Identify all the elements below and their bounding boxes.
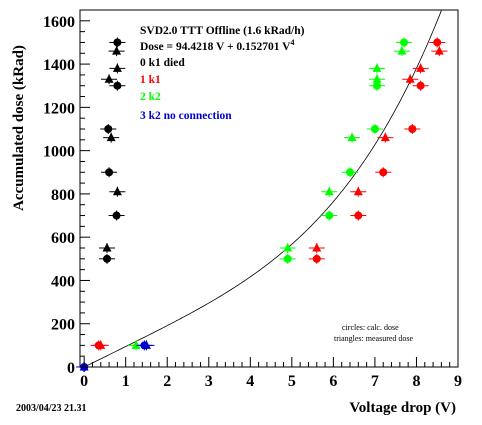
y-tick-label: 1200 <box>43 100 75 117</box>
series-2-circle-point <box>346 168 354 177</box>
x-tick-label: 4 <box>246 373 254 390</box>
x-tick-label: 3 <box>205 373 213 390</box>
axes-group: 0 1 2 3 4 5 6 7 8 9 0 200 400 600 800 1000 1200 1400 1600 <box>43 9 462 390</box>
series-2-circle-point <box>370 125 379 133</box>
series-1-circle-point <box>416 81 425 90</box>
x-tick-label: 8 <box>412 373 420 390</box>
y-tick-label: 600 <box>51 230 75 247</box>
series-2-triangle-point <box>397 46 407 55</box>
series-0-circle-point <box>105 168 114 177</box>
y-tick-label: 1000 <box>43 144 75 161</box>
series-2-triangle-point <box>324 186 334 196</box>
legend-entry-1: 1 k1 <box>140 74 161 86</box>
x-tick-label: 5 <box>288 373 296 390</box>
series-2-circle-point <box>373 81 381 90</box>
x-tick-label: 1 <box>122 373 130 390</box>
x-tick-label: 9 <box>454 373 462 390</box>
fit-formula-exponent: 4 <box>290 38 294 47</box>
series-1-circle-point <box>312 254 321 263</box>
y-axis-label: Accumulated dose (kRad) <box>11 45 27 211</box>
x-tick-label: 7 <box>371 373 379 390</box>
series-1-triangle-point <box>405 74 415 83</box>
y-tick-label: 400 <box>51 273 75 290</box>
series-0-circle-point <box>104 125 113 133</box>
series-2-triangle-point <box>347 132 357 142</box>
fit-formula: Dose = 94.4218 V + 0.152701 V4 <box>140 38 294 53</box>
series-2-triangle-point <box>131 340 141 349</box>
series-1-triangle-point <box>353 186 363 196</box>
y-tick-label: 0 <box>67 360 75 377</box>
series-2-circle-point <box>400 38 408 47</box>
series-2-circle-point <box>325 211 334 220</box>
x-tick-label: 2 <box>163 373 171 390</box>
series-1-triangle-point <box>312 243 322 252</box>
series-1-triangle-point <box>380 132 390 142</box>
series-1-triangle-point <box>434 46 444 55</box>
series-0-triangle-point <box>112 63 122 72</box>
y-tick-label: 800 <box>51 187 75 204</box>
series-0-circle-point <box>113 81 122 90</box>
series-0-triangle-point <box>112 46 122 55</box>
series-1-circle-point <box>433 38 442 47</box>
y-tick-label: 1400 <box>43 57 75 74</box>
series-0-triangle-point <box>106 132 116 142</box>
x-tick-label: 0 <box>80 373 88 390</box>
fit-formula-text: Dose = 94.4218 V + 0.152701 V <box>140 41 291 53</box>
series-2-triangle-point <box>372 63 382 72</box>
series-0-triangle-point <box>102 243 112 252</box>
y-tick-label: 200 <box>51 317 75 334</box>
legend-entry-2: 2 k2 <box>140 91 161 103</box>
series-2-circle-point <box>283 254 292 263</box>
plot-frame <box>79 9 459 368</box>
note-circles: circles: calc. dose <box>342 323 399 332</box>
series-3-triangle-point <box>141 340 151 349</box>
legend-entry-0: 0 k1 died <box>140 57 185 69</box>
series-0-triangle-point <box>104 74 114 83</box>
series-1-circle-point <box>408 125 417 133</box>
series-0-triangle-point <box>112 186 122 196</box>
fit-curve-group <box>83 10 442 368</box>
series-0-circle-point <box>112 211 121 220</box>
series-0-circle-point <box>113 38 122 47</box>
legend-entry-3: 3 k2 no connection <box>140 110 232 122</box>
legend: SVD2.0 TTT Offline (1.6 kRad/h) Dose = 9… <box>140 25 305 122</box>
x-axis-label: Voltage drop (V) <box>349 400 456 416</box>
note-triangles: triangles: measured dose <box>334 334 414 343</box>
x-tick-label: 6 <box>329 373 337 390</box>
data-points-group <box>76 37 448 372</box>
y-tick-label: 1600 <box>43 14 75 31</box>
series-1-triangle-point <box>96 340 106 349</box>
series-1-circle-point <box>379 168 388 177</box>
series-1-triangle-point <box>416 63 426 72</box>
timestamp: 2003/04/23 21.31 <box>16 403 87 414</box>
series-0-circle-point <box>103 254 111 263</box>
series-2-triangle-point <box>372 74 382 83</box>
fit-curve <box>83 10 442 368</box>
series-1-circle-point <box>354 211 363 220</box>
fit-title: SVD2.0 TTT Offline (1.6 kRad/h) <box>140 25 305 37</box>
series-2-triangle-point <box>283 243 293 252</box>
